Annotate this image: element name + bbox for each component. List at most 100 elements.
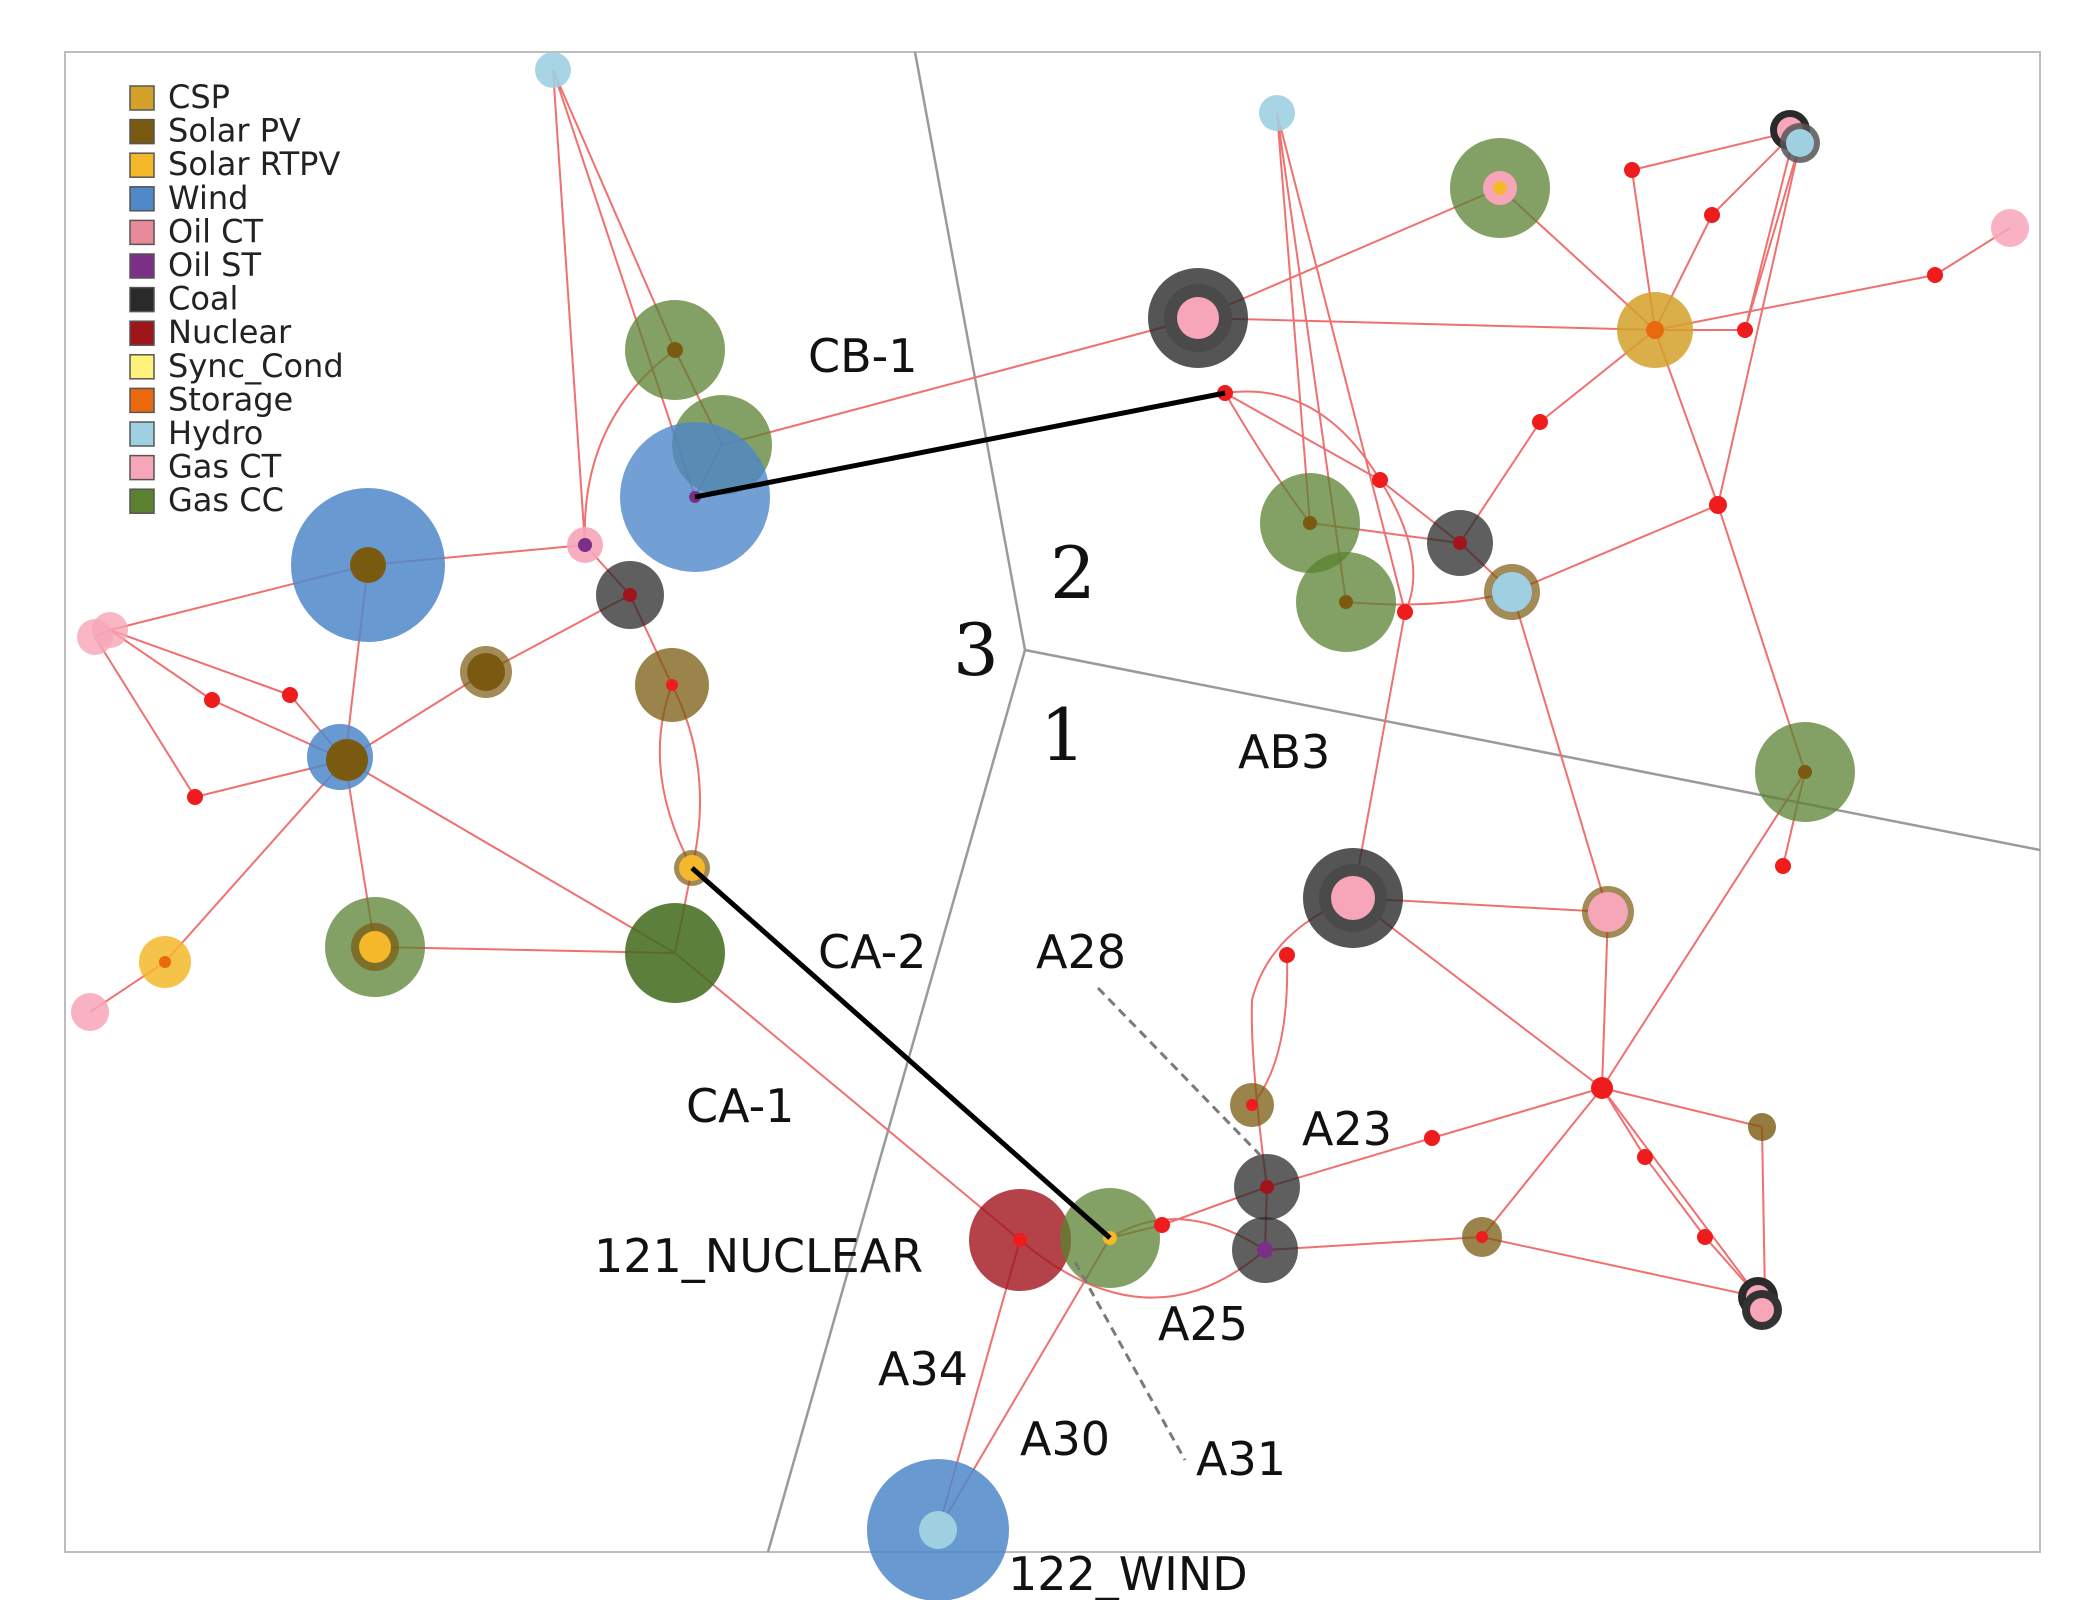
hydro-generator — [1259, 95, 1295, 131]
legend-swatch — [129, 152, 155, 178]
gas-ct-generator — [1331, 876, 1375, 920]
legend-label: CSP — [168, 78, 230, 116]
legend-swatch — [129, 454, 155, 481]
legend-label: Wind — [168, 179, 248, 217]
boundary-line — [1024, 648, 2041, 852]
legend-label: Hydro — [168, 414, 263, 452]
hydro-generator — [1492, 572, 1532, 612]
label-ca1: CA-1 — [686, 1079, 794, 1133]
bus — [1154, 1217, 1170, 1233]
oil-st-generator — [1257, 1242, 1273, 1258]
bus — [1927, 267, 1943, 283]
leader-lines — [1073, 986, 1262, 1461]
bus — [1704, 207, 1720, 223]
bus — [666, 679, 678, 691]
legend-label: Nuclear — [168, 313, 292, 351]
label-a28: A28 — [1036, 925, 1126, 979]
label-a31: A31 — [1196, 1432, 1286, 1486]
label-122-wind: 122_WIND — [1008, 1547, 1248, 1600]
solar-pv-generator — [1748, 1113, 1776, 1141]
legend-label: Solar RTPV — [168, 145, 340, 183]
boundary-line — [766, 649, 1027, 1553]
legend-label: Gas CT — [168, 448, 282, 486]
legend-swatch — [129, 85, 155, 111]
bus — [1279, 947, 1295, 963]
storage-generator — [159, 956, 171, 968]
region-label-1: 1 — [1040, 693, 1086, 777]
legend-swatch — [129, 219, 155, 246]
solar-pv-generator — [1339, 595, 1353, 609]
legend-label: Coal — [168, 280, 238, 318]
bus — [1246, 1099, 1258, 1111]
legend-swatch — [129, 354, 155, 380]
gas-ct-generator — [71, 993, 109, 1031]
legend-swatch — [129, 286, 155, 313]
label-a23: A23 — [1302, 1102, 1392, 1156]
bus — [1591, 1077, 1613, 1099]
legend-swatch — [129, 320, 155, 346]
label-a30: A30 — [1020, 1412, 1110, 1466]
solar-rtpv-generator — [1493, 181, 1507, 195]
nuclear-generator — [623, 588, 637, 602]
gas-ct-generator — [92, 612, 128, 648]
gas-ct-generator — [1750, 1298, 1774, 1322]
bus — [1013, 1233, 1027, 1247]
bus — [1775, 858, 1791, 874]
gas-ct-generator — [1177, 297, 1219, 339]
label-ab3: AB3 — [1238, 725, 1330, 779]
label-a25: A25 — [1158, 1297, 1248, 1351]
solar-pv-generator — [326, 739, 368, 781]
oil-st-generator — [578, 538, 592, 552]
solar-pv-generator — [1303, 516, 1317, 530]
region-label-3: 3 — [953, 608, 999, 692]
solar-pv-generator — [1798, 765, 1812, 779]
bus — [282, 687, 298, 703]
map-frame — [64, 51, 2041, 1553]
legend-label: Gas CC — [168, 481, 284, 519]
region-labels: 2 3 1 — [953, 531, 1096, 777]
bus-nodes — [187, 162, 1943, 1245]
legend-swatch — [129, 421, 155, 447]
storage-generator — [1646, 321, 1664, 339]
tie-line-ca2 — [690, 866, 1112, 1240]
gas-ct-generator — [1588, 892, 1628, 932]
bus — [1697, 1229, 1713, 1245]
solar-pv-generator — [467, 653, 505, 691]
nuclear-generator — [1260, 1180, 1274, 1194]
bus — [1637, 1149, 1653, 1165]
leader-a31 — [1073, 1261, 1187, 1461]
legend-swatch — [129, 118, 155, 145]
label-ca2: CA-2 — [818, 925, 926, 979]
legend-label: Oil ST — [168, 246, 261, 284]
legend-swatch — [129, 186, 155, 212]
legend-label: Sync_Cond — [168, 347, 344, 385]
legend-swatch — [129, 253, 155, 279]
bus — [1532, 414, 1548, 430]
bus — [204, 692, 220, 708]
legend-label: Storage — [168, 380, 293, 418]
gas-cc-generator — [625, 903, 725, 1003]
bus — [1709, 496, 1727, 514]
region-label-2: 2 — [1050, 531, 1096, 615]
hydro-generator — [535, 52, 571, 88]
leader-a28 — [1096, 986, 1262, 1157]
tie-lines — [690, 390, 1226, 1240]
label-cb1: CB-1 — [808, 329, 918, 383]
solar-pv-generator — [350, 547, 386, 583]
hydro-generator — [919, 1511, 957, 1549]
legend-label: Oil CT — [168, 212, 263, 250]
hydro-generator — [1786, 129, 1814, 157]
gas-ct-generator — [1991, 209, 2029, 247]
label-a34: A34 — [878, 1342, 968, 1396]
legend-swatch — [129, 488, 155, 514]
bus — [1372, 472, 1388, 488]
bus — [1397, 604, 1413, 620]
solar-pv-generator — [667, 342, 683, 358]
bus — [1476, 1231, 1488, 1243]
region-boundaries — [766, 51, 2041, 1553]
solar-rtpv-generator — [359, 931, 391, 963]
legend-swatch — [129, 387, 155, 414]
boundary-line — [913, 51, 1027, 651]
